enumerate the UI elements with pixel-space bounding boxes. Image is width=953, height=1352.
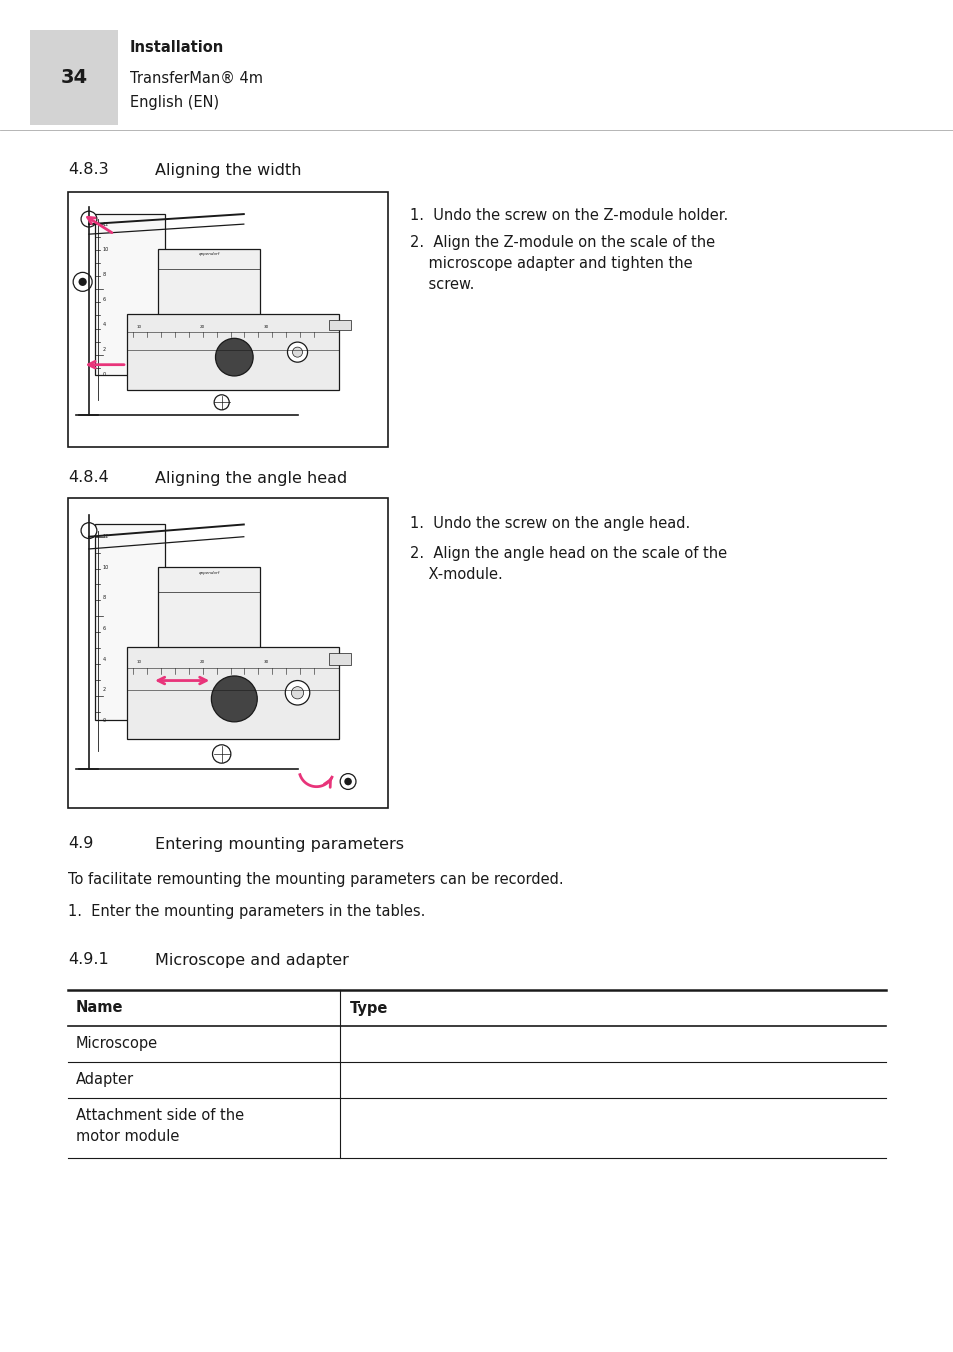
Text: 1.  Enter the mounting parameters in the tables.: 1. Enter the mounting parameters in the … bbox=[68, 904, 425, 919]
Circle shape bbox=[213, 395, 229, 410]
Text: 20: 20 bbox=[200, 660, 205, 664]
Text: Microscope: Microscope bbox=[76, 1036, 158, 1051]
Circle shape bbox=[215, 338, 253, 376]
Text: 10: 10 bbox=[137, 660, 142, 664]
Bar bbox=[68, 192, 388, 448]
Bar bbox=[158, 568, 259, 660]
Text: Type: Type bbox=[350, 1000, 388, 1015]
Text: Microscope and adapter: Microscope and adapter bbox=[154, 953, 349, 968]
Text: 4.9.1: 4.9.1 bbox=[68, 953, 109, 968]
Text: 10: 10 bbox=[102, 246, 109, 251]
Circle shape bbox=[285, 680, 310, 704]
Circle shape bbox=[213, 745, 231, 763]
Circle shape bbox=[81, 523, 97, 538]
Circle shape bbox=[291, 687, 303, 699]
Circle shape bbox=[78, 277, 87, 287]
Bar bbox=[95, 214, 165, 375]
Text: 8: 8 bbox=[102, 272, 106, 277]
Text: Entering mounting parameters: Entering mounting parameters bbox=[154, 837, 403, 852]
Text: 30: 30 bbox=[263, 324, 268, 329]
Text: 6: 6 bbox=[102, 297, 106, 301]
Text: 1.  Undo the screw on the Z-module holder.: 1. Undo the screw on the Z-module holder… bbox=[410, 208, 727, 223]
Circle shape bbox=[287, 342, 307, 362]
Circle shape bbox=[340, 773, 355, 790]
Text: 6: 6 bbox=[102, 626, 106, 631]
Text: Attachment side of the
motor module: Attachment side of the motor module bbox=[76, 1109, 244, 1144]
Text: 2: 2 bbox=[102, 347, 106, 352]
Text: 34: 34 bbox=[60, 68, 88, 87]
Bar bbox=[95, 525, 165, 721]
Text: 4: 4 bbox=[102, 322, 106, 327]
Text: 10: 10 bbox=[102, 565, 109, 569]
Circle shape bbox=[344, 777, 352, 786]
Text: To facilitate remounting the mounting parameters can be recorded.: To facilitate remounting the mounting pa… bbox=[68, 872, 563, 887]
Text: English (EN): English (EN) bbox=[130, 96, 219, 111]
Bar bbox=[158, 249, 259, 324]
Text: 4.9: 4.9 bbox=[68, 837, 93, 852]
Text: Adapter: Adapter bbox=[76, 1072, 134, 1087]
Text: Aligning the width: Aligning the width bbox=[154, 162, 301, 177]
Circle shape bbox=[81, 211, 97, 227]
Bar bbox=[127, 315, 338, 389]
Bar bbox=[30, 30, 118, 124]
Text: 2.  Align the Z-module on the scale of the
    microscope adapter and tighten th: 2. Align the Z-module on the scale of th… bbox=[410, 235, 715, 292]
Text: 30: 30 bbox=[263, 660, 268, 664]
Bar bbox=[127, 646, 338, 738]
Text: eppendorf: eppendorf bbox=[198, 572, 219, 576]
Text: TransferMan® 4m: TransferMan® 4m bbox=[130, 70, 263, 85]
Bar bbox=[68, 498, 388, 808]
Text: 4: 4 bbox=[102, 657, 106, 661]
Text: 0: 0 bbox=[102, 718, 106, 723]
Circle shape bbox=[73, 272, 92, 291]
Text: 8: 8 bbox=[102, 595, 106, 600]
Circle shape bbox=[212, 676, 257, 722]
Text: 0: 0 bbox=[102, 372, 106, 377]
Text: 4.8.4: 4.8.4 bbox=[68, 470, 109, 485]
Text: 4.8.3: 4.8.3 bbox=[68, 162, 109, 177]
Text: Installation: Installation bbox=[130, 41, 224, 55]
Text: 2.  Align the angle head on the scale of the
    X-module.: 2. Align the angle head on the scale of … bbox=[410, 546, 726, 581]
Circle shape bbox=[293, 347, 302, 357]
Text: 2: 2 bbox=[102, 687, 106, 692]
Text: 20: 20 bbox=[200, 324, 205, 329]
Text: 10: 10 bbox=[137, 324, 142, 329]
Text: 12: 12 bbox=[102, 534, 109, 539]
Text: Name: Name bbox=[76, 1000, 123, 1015]
Text: eppendorf: eppendorf bbox=[198, 253, 219, 257]
Text: 12: 12 bbox=[102, 222, 109, 227]
Text: 1.  Undo the screw on the angle head.: 1. Undo the screw on the angle head. bbox=[410, 516, 690, 531]
Bar bbox=[329, 319, 351, 330]
Bar bbox=[329, 653, 351, 665]
Text: Aligning the angle head: Aligning the angle head bbox=[154, 470, 347, 485]
